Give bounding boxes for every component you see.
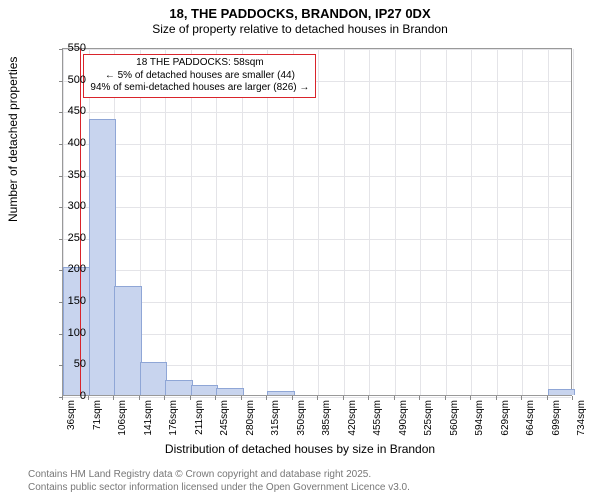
- xtick-label: 629sqm: [500, 400, 511, 436]
- gridline-v: [344, 49, 345, 395]
- histogram-bar: [267, 391, 295, 395]
- gridline-v: [216, 49, 217, 395]
- ytick-label: 350: [46, 169, 86, 181]
- xtick-label: 594sqm: [474, 400, 485, 436]
- xtick-label: 664sqm: [525, 400, 536, 436]
- footer-attribution: Contains HM Land Registry data © Crown c…: [28, 469, 410, 494]
- xtick-mark: [215, 396, 216, 400]
- xtick-label: 36sqm: [66, 400, 77, 430]
- xtick-mark: [164, 396, 165, 400]
- xtick-mark: [343, 396, 344, 400]
- xtick-label: 141sqm: [143, 400, 154, 436]
- gridline-v: [165, 49, 166, 395]
- gridline-v: [471, 49, 472, 395]
- histogram-bar: [191, 385, 219, 395]
- xtick-mark: [113, 396, 114, 400]
- annotation-line: 18 THE PADDOCKS: 58sqm: [90, 57, 309, 70]
- ytick-label: 50: [46, 358, 86, 370]
- ytick-label: 500: [46, 74, 86, 86]
- gridline-v: [446, 49, 447, 395]
- annotation-line: 94% of semi-detached houses are larger (…: [90, 82, 309, 95]
- xtick-mark: [88, 396, 89, 400]
- plot-surface: 18 THE PADDOCKS: 58sqm← 5% of detached h…: [62, 48, 572, 396]
- chart-container: 18, THE PADDOCKS, BRANDON, IP27 0DX Size…: [0, 0, 600, 500]
- xtick-mark: [241, 396, 242, 400]
- histogram-bar: [89, 119, 117, 395]
- xtick-mark: [139, 396, 140, 400]
- xtick-mark: [419, 396, 420, 400]
- histogram-bar: [548, 389, 576, 395]
- gridline-v: [369, 49, 370, 395]
- histogram-bar: [165, 380, 193, 395]
- chart-title: 18, THE PADDOCKS, BRANDON, IP27 0DX: [0, 0, 600, 22]
- xtick-label: 211sqm: [194, 400, 205, 435]
- xtick-mark: [368, 396, 369, 400]
- plot-area: 18 THE PADDOCKS: 58sqm← 5% of detached h…: [62, 48, 572, 396]
- annotation-box: 18 THE PADDOCKS: 58sqm← 5% of detached h…: [83, 54, 316, 98]
- xtick-label: 525sqm: [423, 400, 434, 436]
- xtick-label: 106sqm: [117, 400, 128, 436]
- xtick-mark: [445, 396, 446, 400]
- gridline-v: [522, 49, 523, 395]
- xtick-mark: [572, 396, 573, 400]
- gridline-v: [548, 49, 549, 395]
- xtick-mark: [292, 396, 293, 400]
- xtick-label: 490sqm: [398, 400, 409, 436]
- ytick-label: 400: [46, 137, 86, 149]
- xtick-mark: [496, 396, 497, 400]
- xtick-label: 71sqm: [92, 400, 103, 430]
- ytick-label: 150: [46, 295, 86, 307]
- xtick-mark: [190, 396, 191, 400]
- x-axis-label: Distribution of detached houses by size …: [0, 442, 600, 456]
- xtick-mark: [521, 396, 522, 400]
- histogram-bar: [140, 362, 168, 395]
- gridline-v: [420, 49, 421, 395]
- xtick-label: 560sqm: [449, 400, 460, 436]
- ytick-label: 0: [46, 390, 86, 402]
- footer-line-1: Contains HM Land Registry data © Crown c…: [28, 469, 410, 482]
- gridline-v: [573, 49, 574, 395]
- xtick-label: 420sqm: [347, 400, 358, 436]
- ytick-label: 300: [46, 200, 86, 212]
- ytick-label: 200: [46, 263, 86, 275]
- xtick-label: 455sqm: [372, 400, 383, 436]
- annotation-line: ← 5% of detached houses are smaller (44): [90, 70, 309, 83]
- gridline-v: [293, 49, 294, 395]
- marker-line: [80, 49, 82, 395]
- ytick-label: 450: [46, 105, 86, 117]
- footer-line-2: Contains public sector information licen…: [28, 482, 410, 495]
- histogram-bar: [114, 286, 142, 395]
- gridline-v: [191, 49, 192, 395]
- y-axis-label: Number of detached properties: [6, 57, 20, 222]
- xtick-label: 385sqm: [321, 400, 332, 436]
- xtick-label: 350sqm: [296, 400, 307, 436]
- gridline-v: [242, 49, 243, 395]
- xtick-label: 734sqm: [576, 400, 587, 436]
- xtick-label: 315sqm: [270, 400, 281, 436]
- xtick-mark: [266, 396, 267, 400]
- gridline-v: [267, 49, 268, 395]
- xtick-mark: [394, 396, 395, 400]
- xtick-label: 245sqm: [219, 400, 230, 436]
- ytick-label: 250: [46, 232, 86, 244]
- xtick-label: 176sqm: [168, 400, 179, 436]
- ytick-label: 100: [46, 327, 86, 339]
- xtick-mark: [317, 396, 318, 400]
- xtick-mark: [470, 396, 471, 400]
- gridline-v: [318, 49, 319, 395]
- histogram-bar: [216, 388, 244, 395]
- chart-subtitle: Size of property relative to detached ho…: [0, 22, 600, 40]
- xtick-mark: [547, 396, 548, 400]
- gridline-v: [395, 49, 396, 395]
- ytick-label: 550: [46, 42, 86, 54]
- xtick-label: 280sqm: [245, 400, 256, 436]
- xtick-label: 699sqm: [551, 400, 562, 436]
- gridline-v: [497, 49, 498, 395]
